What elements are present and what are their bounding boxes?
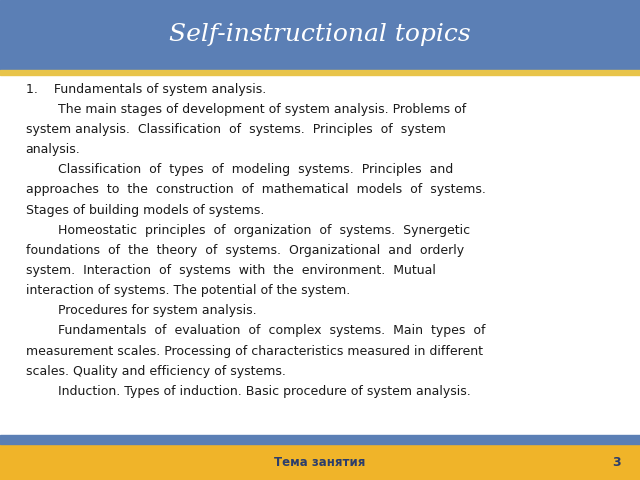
- Bar: [0, 0, 640, 70]
- Text: system analysis.  Classification  of  systems.  Principles  of  system: system analysis. Classification of syste…: [26, 123, 445, 136]
- Text: Fundamentals  of  evaluation  of  complex  systems.  Main  types  of: Fundamentals of evaluation of complex sy…: [26, 324, 485, 337]
- Text: approaches  to  the  construction  of  mathematical  models  of  systems.: approaches to the construction of mathem…: [26, 183, 486, 196]
- Text: scales. Quality and efficiency of systems.: scales. Quality and efficiency of system…: [26, 365, 285, 378]
- Bar: [0, 435, 640, 444]
- Text: Classification  of  types  of  modeling  systems.  Principles  and: Classification of types of modeling syst…: [26, 163, 453, 176]
- Text: 1.    Fundamentals of system analysis.: 1. Fundamentals of system analysis.: [26, 83, 266, 96]
- Bar: [0, 75, 640, 444]
- Bar: [0, 70, 640, 75]
- Text: interaction of systems. The potential of the system.: interaction of systems. The potential of…: [26, 284, 350, 297]
- Text: Induction. Types of induction. Basic procedure of system analysis.: Induction. Types of induction. Basic pro…: [26, 385, 470, 398]
- Text: Тема занятия: Тема занятия: [275, 456, 365, 468]
- Text: 3: 3: [612, 456, 621, 468]
- Text: The main stages of development of system analysis. Problems of: The main stages of development of system…: [26, 103, 466, 116]
- Text: Homeostatic  principles  of  organization  of  systems.  Synergetic: Homeostatic principles of organization o…: [26, 224, 470, 237]
- Text: Stages of building models of systems.: Stages of building models of systems.: [26, 204, 264, 216]
- Bar: [0, 444, 640, 480]
- Text: analysis.: analysis.: [26, 143, 81, 156]
- Text: foundations  of  the  theory  of  systems.  Organizational  and  orderly: foundations of the theory of systems. Or…: [26, 244, 464, 257]
- Text: Self-instructional topics: Self-instructional topics: [169, 24, 471, 46]
- Text: system.  Interaction  of  systems  with  the  environment.  Mutual: system. Interaction of systems with the …: [26, 264, 435, 277]
- Text: Procedures for system analysis.: Procedures for system analysis.: [26, 304, 256, 317]
- Text: measurement scales. Processing of characteristics measured in different: measurement scales. Processing of charac…: [26, 345, 483, 358]
